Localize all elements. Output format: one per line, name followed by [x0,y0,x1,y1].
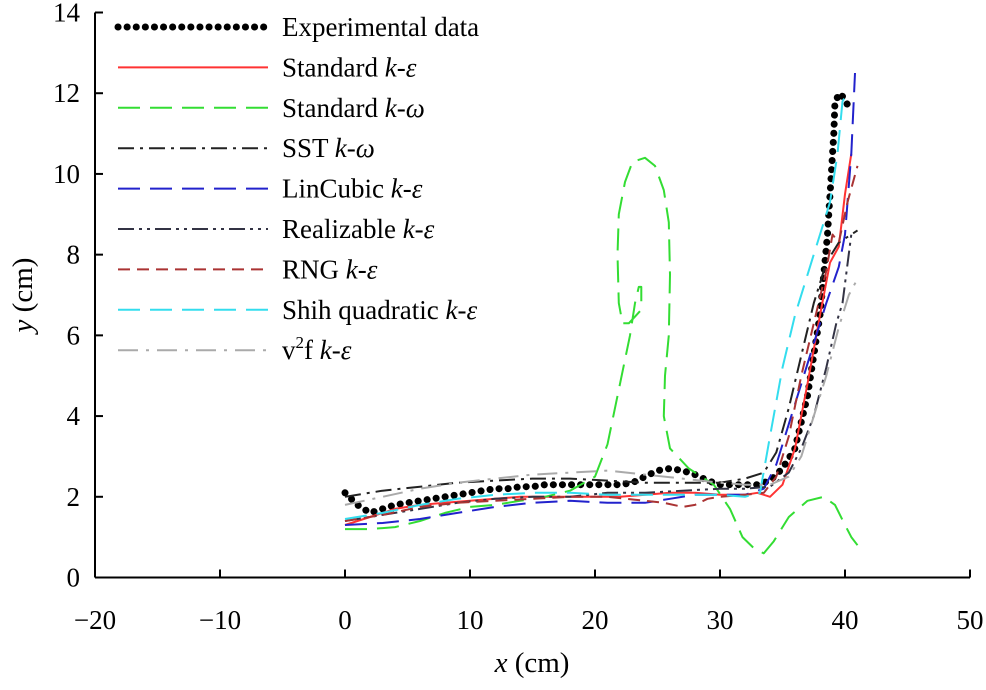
series-line-standard-k [345,156,859,555]
legend: Experimental data Standard k-ε Standard k-… [114,12,479,365]
legend-label: Experimental data [282,12,479,42]
y-tick-label: 0 [67,563,81,593]
legend-label: SST k-ω [282,133,375,163]
legend-label: Standard k-ω [282,93,425,123]
x-tick-label: 10 [457,605,484,635]
y-tick-label: 6 [67,320,81,350]
legend-label: RNG k-ε [282,254,378,284]
x-tick-label: −20 [74,605,116,635]
y-tick-label: 12 [53,78,80,108]
legend-label: Standard k-ε [282,52,417,82]
series-line-v-f-k [344,278,859,506]
y-tick-label: 2 [67,482,81,512]
y-axis-label: y (cm) [7,258,39,336]
x-tick-label: 30 [707,605,734,635]
legend-label: v2f k-ε [282,333,352,365]
y-tick-label: 4 [67,401,81,431]
legend-label: Shih quadratic k-ε [282,295,477,325]
x-tick-label: −10 [199,605,241,635]
series-line-lincubic-k [344,72,856,526]
x-tick-label: 20 [582,605,609,635]
series-line-experimental-data [341,89,853,517]
axes [94,12,970,579]
y-tick-label: 14 [53,0,81,28]
series-group [341,72,859,555]
x-tick-label: 40 [832,605,859,635]
series-line-rng-k [344,165,859,522]
legend-label: Realizable k-ε [282,214,435,244]
x-ticks: −20 −10 0 10 20 30 40 50 [74,569,984,635]
y-ticks: 0 2 4 6 8 10 12 14 [53,0,103,593]
y-tick-label: 8 [67,240,81,270]
x-tick-label: 0 [338,605,352,635]
x-axis-label: x (cm) [494,647,570,679]
x-tick-label: 50 [957,605,984,635]
series-line-shih-quadratic-k [344,92,849,520]
y-tick-label: 10 [53,159,80,189]
series-line-sst-k [344,229,859,498]
legend-label: LinCubic k-ε [282,174,423,204]
